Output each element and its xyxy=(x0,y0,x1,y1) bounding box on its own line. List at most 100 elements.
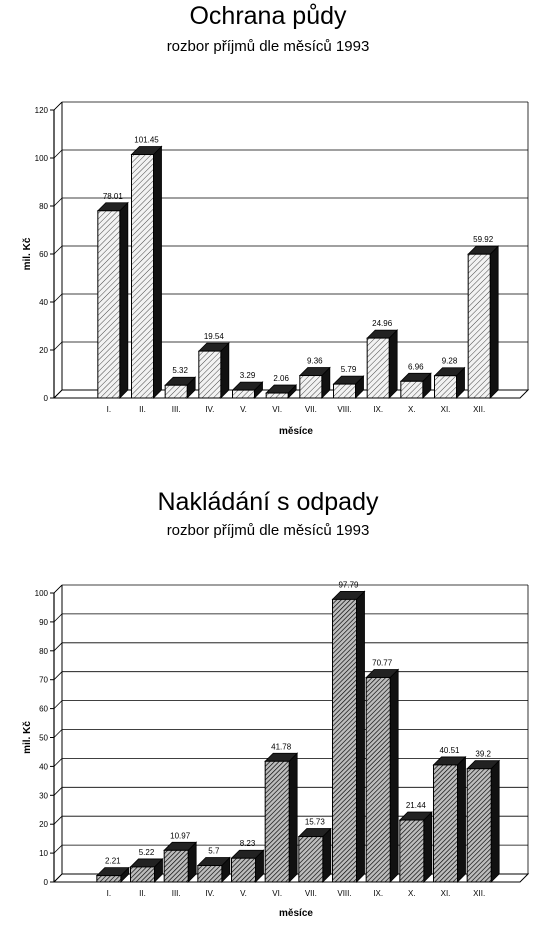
gridline-side xyxy=(53,815,63,825)
x-tick-label: II. xyxy=(139,405,146,414)
data-label: 97.79 xyxy=(338,580,359,589)
gridline-side xyxy=(53,293,63,303)
data-label: 2.06 xyxy=(273,374,289,383)
x-tick-label: X. xyxy=(408,405,416,414)
y-tick-label: 120 xyxy=(35,106,49,115)
y-tick-label: 100 xyxy=(35,154,49,163)
chart1-title: Ochrana půdy xyxy=(189,2,347,30)
y-axis-label: mil. Kč xyxy=(22,237,33,270)
gridline-side xyxy=(53,844,63,854)
data-label: 59.92 xyxy=(473,235,494,244)
gridline-side xyxy=(53,671,63,680)
bar xyxy=(399,819,425,883)
chart2-plot: 0 10 20 30 40 50 60 70 80 90 100 mil. Kč 2.21 I. 5.22 I… xyxy=(22,580,530,919)
bar xyxy=(467,253,491,399)
data-label: 10.97 xyxy=(170,831,191,840)
bar xyxy=(366,337,390,399)
data-label: 24.96 xyxy=(372,319,393,328)
data-label: 40.51 xyxy=(439,746,460,755)
x-tick-label: IX. xyxy=(373,405,383,414)
bar xyxy=(198,350,222,399)
y-tick-label: 10 xyxy=(39,849,48,858)
x-axis-label: měsíce xyxy=(279,908,313,919)
gridline-side xyxy=(53,613,63,623)
y-tick-label: 40 xyxy=(39,762,48,771)
bar-side xyxy=(489,245,499,399)
data-label: 2.21 xyxy=(105,857,121,866)
y-tick-label: 80 xyxy=(39,647,48,656)
bar xyxy=(433,764,458,883)
bar xyxy=(231,857,256,883)
bar-side xyxy=(388,329,398,399)
bar-side xyxy=(423,811,433,883)
bar xyxy=(130,866,155,883)
data-label: 6.96 xyxy=(408,362,424,371)
chart2-subtitle: rozbor příjmů dle měsíců 1993 xyxy=(166,522,370,539)
y-tick-label: 20 xyxy=(39,820,48,829)
bar-side xyxy=(322,827,332,883)
data-label: 21.44 xyxy=(406,801,427,810)
gridline-side xyxy=(53,341,63,351)
data-label: 5.7 xyxy=(208,847,220,856)
bar xyxy=(264,760,290,883)
y-axis-top xyxy=(53,584,63,594)
data-label: 5.32 xyxy=(172,366,188,375)
bar-side xyxy=(389,668,399,883)
x-tick-label: VII. xyxy=(305,405,317,414)
data-label: 19.54 xyxy=(204,332,225,341)
y-tick-label: 20 xyxy=(39,346,48,355)
y-tick-label: 80 xyxy=(39,202,48,211)
x-tick-label: I. xyxy=(107,405,111,414)
gridline-side xyxy=(53,642,63,652)
bar-side xyxy=(220,342,230,399)
bar xyxy=(365,676,391,883)
chart1-plot: 0 20 40 60 80 100 120 mil. Kč 78.01 I. 101.45 II. 5.… xyxy=(22,101,530,437)
bar-side xyxy=(356,590,365,883)
bar-side xyxy=(153,145,162,399)
y-axis-top xyxy=(53,101,63,111)
x-tick-label: VII. xyxy=(305,889,317,898)
gridline-side xyxy=(53,149,63,159)
y-tick-label: 60 xyxy=(39,250,48,259)
bar-side xyxy=(288,752,298,883)
bar xyxy=(299,375,323,399)
gridline-side xyxy=(53,758,63,767)
data-label: 9.28 xyxy=(442,357,458,366)
floor xyxy=(52,389,530,399)
bar xyxy=(197,865,223,883)
bar xyxy=(97,210,121,399)
x-tick-label: V. xyxy=(240,889,247,898)
bar-side xyxy=(490,759,500,883)
y-tick-label: 0 xyxy=(44,878,49,887)
gridline-side xyxy=(53,729,63,738)
bar xyxy=(265,392,289,399)
data-label: 101.45 xyxy=(134,136,159,145)
floor xyxy=(52,873,530,883)
gridline-side xyxy=(53,197,63,207)
gridline-side xyxy=(53,700,63,709)
bar xyxy=(163,849,189,883)
bar xyxy=(434,375,457,399)
data-label: 5.79 xyxy=(341,365,357,374)
x-tick-label: III. xyxy=(172,889,181,898)
data-label: 41.78 xyxy=(271,742,292,751)
y-tick-label: 60 xyxy=(39,705,48,714)
y-tick-label: 30 xyxy=(39,791,48,800)
data-label: 5.22 xyxy=(139,848,155,857)
data-label: 15.73 xyxy=(305,818,326,827)
bar xyxy=(298,836,324,883)
x-tick-label: VIII. xyxy=(337,405,351,414)
x-tick-label: VI. xyxy=(272,889,282,898)
x-tick-label: VI. xyxy=(272,405,282,414)
x-tick-label: V. xyxy=(240,405,247,414)
x-tick-label: II. xyxy=(139,889,146,898)
bar xyxy=(131,154,154,399)
data-label: 8.23 xyxy=(240,839,256,848)
chart2-title: Nakládání s odpady xyxy=(157,488,379,516)
bar xyxy=(96,875,122,883)
x-tick-label: XI. xyxy=(441,405,451,414)
bar xyxy=(333,383,356,399)
x-tick-label: XII. xyxy=(473,405,485,414)
y-tick-label: 0 xyxy=(44,394,49,403)
x-tick-label: IV. xyxy=(205,405,214,414)
